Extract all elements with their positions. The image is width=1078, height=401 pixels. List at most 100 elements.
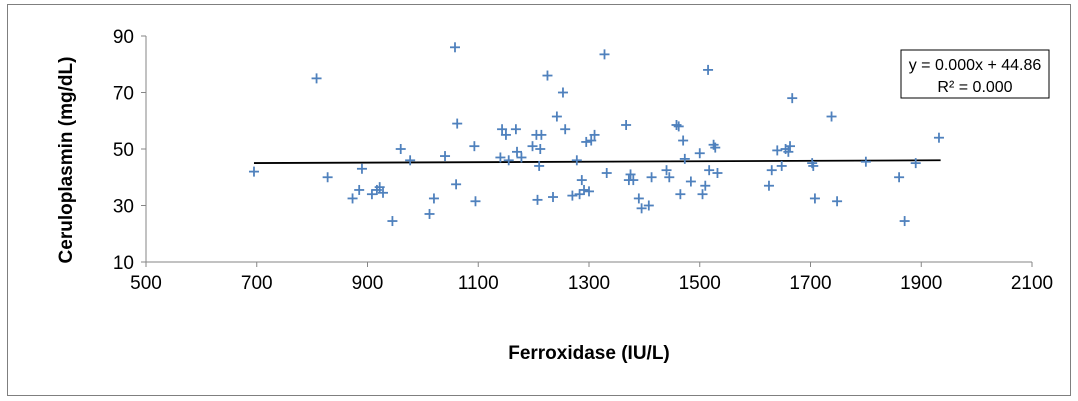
x-tick-label: 2100	[1011, 273, 1053, 294]
data-point	[551, 111, 562, 122]
data-point	[451, 179, 462, 190]
data-point	[347, 193, 358, 204]
trendline	[253, 159, 941, 164]
x-tick-label: 1300	[568, 273, 610, 294]
data-point	[322, 172, 333, 183]
data-point	[534, 160, 545, 171]
data-point	[424, 208, 435, 219]
data-point	[589, 129, 600, 140]
y-tick-label: 90	[113, 27, 134, 48]
data-point	[671, 119, 682, 130]
data-point	[567, 190, 578, 201]
data-point	[449, 42, 460, 53]
x-tick-label: 1500	[679, 273, 721, 294]
x-axis-title: Ferroxidase (IU/L)	[508, 343, 670, 364]
data-point	[787, 93, 798, 104]
data-point	[679, 153, 690, 164]
data-point	[832, 196, 843, 207]
data-point	[599, 49, 610, 60]
data-point	[712, 168, 723, 179]
data-point	[860, 156, 871, 167]
data-point	[495, 152, 506, 163]
data-point	[405, 155, 416, 166]
x-tick-label: 500	[130, 273, 162, 294]
data-point	[678, 135, 689, 146]
data-point	[826, 111, 837, 122]
data-point	[542, 70, 553, 81]
data-point	[809, 193, 820, 204]
data-point	[601, 168, 612, 179]
data-point	[673, 121, 684, 132]
equation-box-border	[900, 49, 1050, 99]
data-point	[700, 180, 711, 191]
data-point	[586, 135, 597, 146]
data-point	[354, 184, 365, 195]
data-point	[366, 189, 377, 200]
x-tick-label: 900	[352, 273, 384, 294]
y-tick-label: 70	[113, 84, 134, 105]
data-point	[894, 172, 905, 183]
data-point	[628, 175, 639, 186]
data-point	[704, 165, 715, 176]
x-tick-label: 1700	[789, 273, 831, 294]
data-point	[510, 124, 521, 135]
data-point	[776, 160, 787, 171]
data-point	[470, 196, 481, 207]
data-point	[512, 146, 523, 157]
data-point	[356, 163, 367, 174]
y-axis-title: Ceruloplasmin (mg/dL)	[56, 57, 77, 264]
data-point	[697, 189, 708, 200]
data-point	[535, 144, 546, 154]
data-point	[766, 165, 777, 176]
data-point	[643, 200, 654, 211]
data-point	[763, 180, 774, 191]
data-point	[661, 165, 672, 176]
data-point	[675, 189, 686, 200]
data-point	[560, 124, 571, 135]
x-tick-label: 700	[241, 273, 273, 294]
data-point	[248, 166, 259, 177]
data-point	[452, 118, 463, 129]
data-point	[584, 186, 594, 197]
data-point	[574, 189, 585, 200]
data-point	[685, 176, 696, 187]
y-tick-label: 30	[113, 197, 134, 218]
data-point	[571, 155, 582, 166]
data-point	[694, 148, 705, 159]
data-point	[664, 172, 675, 183]
data-point	[783, 146, 794, 157]
data-point	[899, 216, 910, 227]
data-point	[703, 64, 714, 75]
data-point	[646, 172, 657, 183]
data-point	[374, 182, 385, 193]
data-point	[621, 119, 632, 130]
data-point	[497, 124, 508, 135]
trendline-r-squared: R² = 0.000	[937, 79, 1012, 96]
trendline-equation-box: y = 0.000x + 44.86 R² = 0.000	[900, 49, 1050, 99]
data-point	[503, 155, 514, 166]
data-point	[785, 141, 796, 152]
x-tick-label: 1900	[900, 273, 942, 294]
data-point	[532, 194, 543, 205]
data-point	[772, 145, 783, 156]
data-point	[581, 136, 592, 147]
y-tick-label: 50	[113, 140, 134, 161]
data-point	[469, 141, 480, 152]
data-point	[395, 144, 406, 154]
data-point	[527, 141, 538, 152]
data-point	[500, 129, 511, 140]
data-point	[428, 193, 439, 204]
data-point	[536, 129, 547, 140]
data-point	[548, 192, 559, 203]
data-point	[933, 132, 944, 143]
data-point	[387, 216, 398, 227]
data-point	[808, 160, 819, 171]
data-point	[625, 169, 636, 180]
x-tick-label: 1100	[458, 273, 499, 294]
data-point	[710, 142, 721, 153]
data-point	[311, 73, 322, 84]
trendline-equation: y = 0.000x + 44.86	[909, 57, 1042, 74]
data-point	[633, 193, 644, 204]
data-point	[576, 175, 587, 186]
